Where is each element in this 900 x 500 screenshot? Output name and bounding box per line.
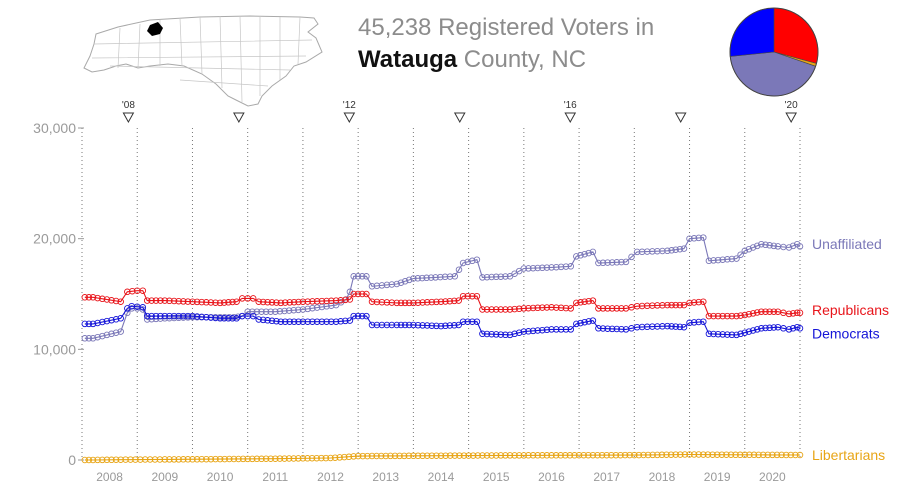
y-tick-label: 10,000 — [33, 341, 76, 357]
y-tick-label: 30,000 — [33, 120, 76, 136]
election-year-label: '12 — [343, 100, 356, 111]
y-tick-label: 20,000 — [33, 231, 76, 247]
election-marker — [234, 113, 244, 122]
x-tick-label: 2019 — [704, 470, 731, 484]
series-label-libertarians: Libertarians — [812, 447, 885, 463]
election-year-label: '16 — [564, 100, 577, 111]
x-tick-label: 2008 — [96, 470, 123, 484]
x-tick-label: 2010 — [207, 470, 234, 484]
x-tick-label: 2020 — [759, 470, 786, 484]
series-label-democrats: Democrats — [812, 325, 880, 341]
election-marker — [344, 113, 354, 122]
x-tick-label: 2013 — [372, 470, 399, 484]
vertical-grid — [82, 128, 800, 460]
series-labels: Unaffiliated Republicans Democrats Libertar… — [812, 236, 889, 463]
data-series — [82, 235, 803, 463]
x-tick-label: 2011 — [262, 470, 288, 484]
x-tick-label: 2014 — [428, 470, 455, 484]
election-year-label: '20 — [785, 100, 798, 111]
x-tick-label: 2018 — [649, 470, 676, 484]
series-label-unaffiliated: Unaffiliated — [812, 236, 882, 252]
x-tick-label: 2017 — [593, 470, 620, 484]
axes: 0 10,000 20,000 30,000 2008 2009 2010 2011 2012 2… — [33, 120, 786, 484]
election-marker — [455, 113, 465, 122]
nc-locator-map — [84, 16, 322, 106]
series-label-republicans: Republicans — [812, 302, 889, 318]
x-tick-label: 2016 — [538, 470, 565, 484]
election-markers: '08 '12 '16 '20 — [122, 100, 798, 122]
pie-slice-democrats — [730, 8, 774, 56]
x-tick-label: 2015 — [483, 470, 510, 484]
x-tick-label: 2012 — [317, 470, 344, 484]
y-tick-label: 0 — [68, 452, 76, 468]
election-marker — [123, 113, 133, 122]
election-year-label: '08 — [122, 100, 135, 111]
series-democrats — [82, 303, 803, 337]
election-marker — [565, 113, 575, 122]
party-share-pie-chart — [730, 8, 818, 96]
series-libertarians — [82, 452, 803, 463]
election-marker — [676, 113, 686, 122]
election-marker — [786, 113, 796, 122]
x-tick-label: 2009 — [151, 470, 178, 484]
